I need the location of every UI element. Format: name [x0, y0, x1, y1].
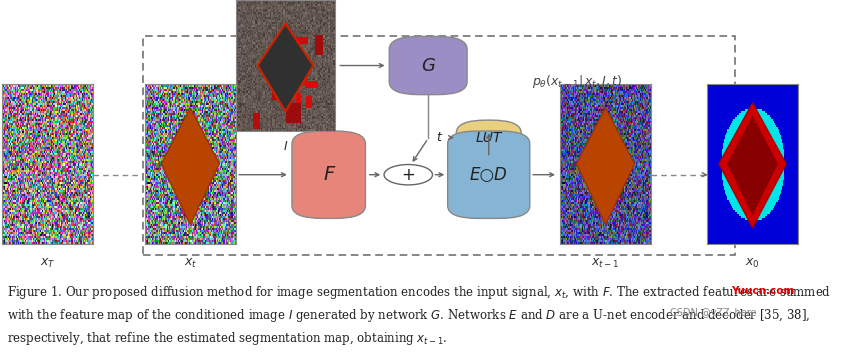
Text: $p_{\theta}(x_{t-1}|\,x_{t},I,t)$: $p_{\theta}(x_{t-1}|\,x_{t},I,t)$	[532, 74, 623, 90]
FancyBboxPatch shape	[448, 131, 529, 218]
Text: $x_{t-1}$: $x_{t-1}$	[591, 257, 620, 270]
Text: F: F	[323, 165, 335, 184]
FancyBboxPatch shape	[389, 36, 467, 95]
Text: G: G	[421, 56, 435, 75]
Text: LUT: LUT	[476, 131, 502, 145]
FancyBboxPatch shape	[292, 131, 366, 218]
Text: $x_0$: $x_0$	[745, 257, 760, 270]
Text: E○D: E○D	[470, 166, 508, 184]
Text: $x_T$: $x_T$	[40, 257, 55, 270]
Circle shape	[384, 165, 432, 185]
Text: +: +	[401, 166, 415, 184]
Text: CSDN @yZZ_here: CSDN @yZZ_here	[670, 308, 757, 318]
FancyBboxPatch shape	[457, 120, 521, 157]
Text: t: t	[436, 131, 441, 144]
Text: $x_t$: $x_t$	[183, 257, 197, 270]
Text: $I$: $I$	[283, 140, 288, 153]
Text: Yuucn.com: Yuucn.com	[731, 286, 794, 296]
Text: Figure 1. Our proposed diffusion method for image segmentation encodes the input: Figure 1. Our proposed diffusion method …	[7, 284, 831, 347]
